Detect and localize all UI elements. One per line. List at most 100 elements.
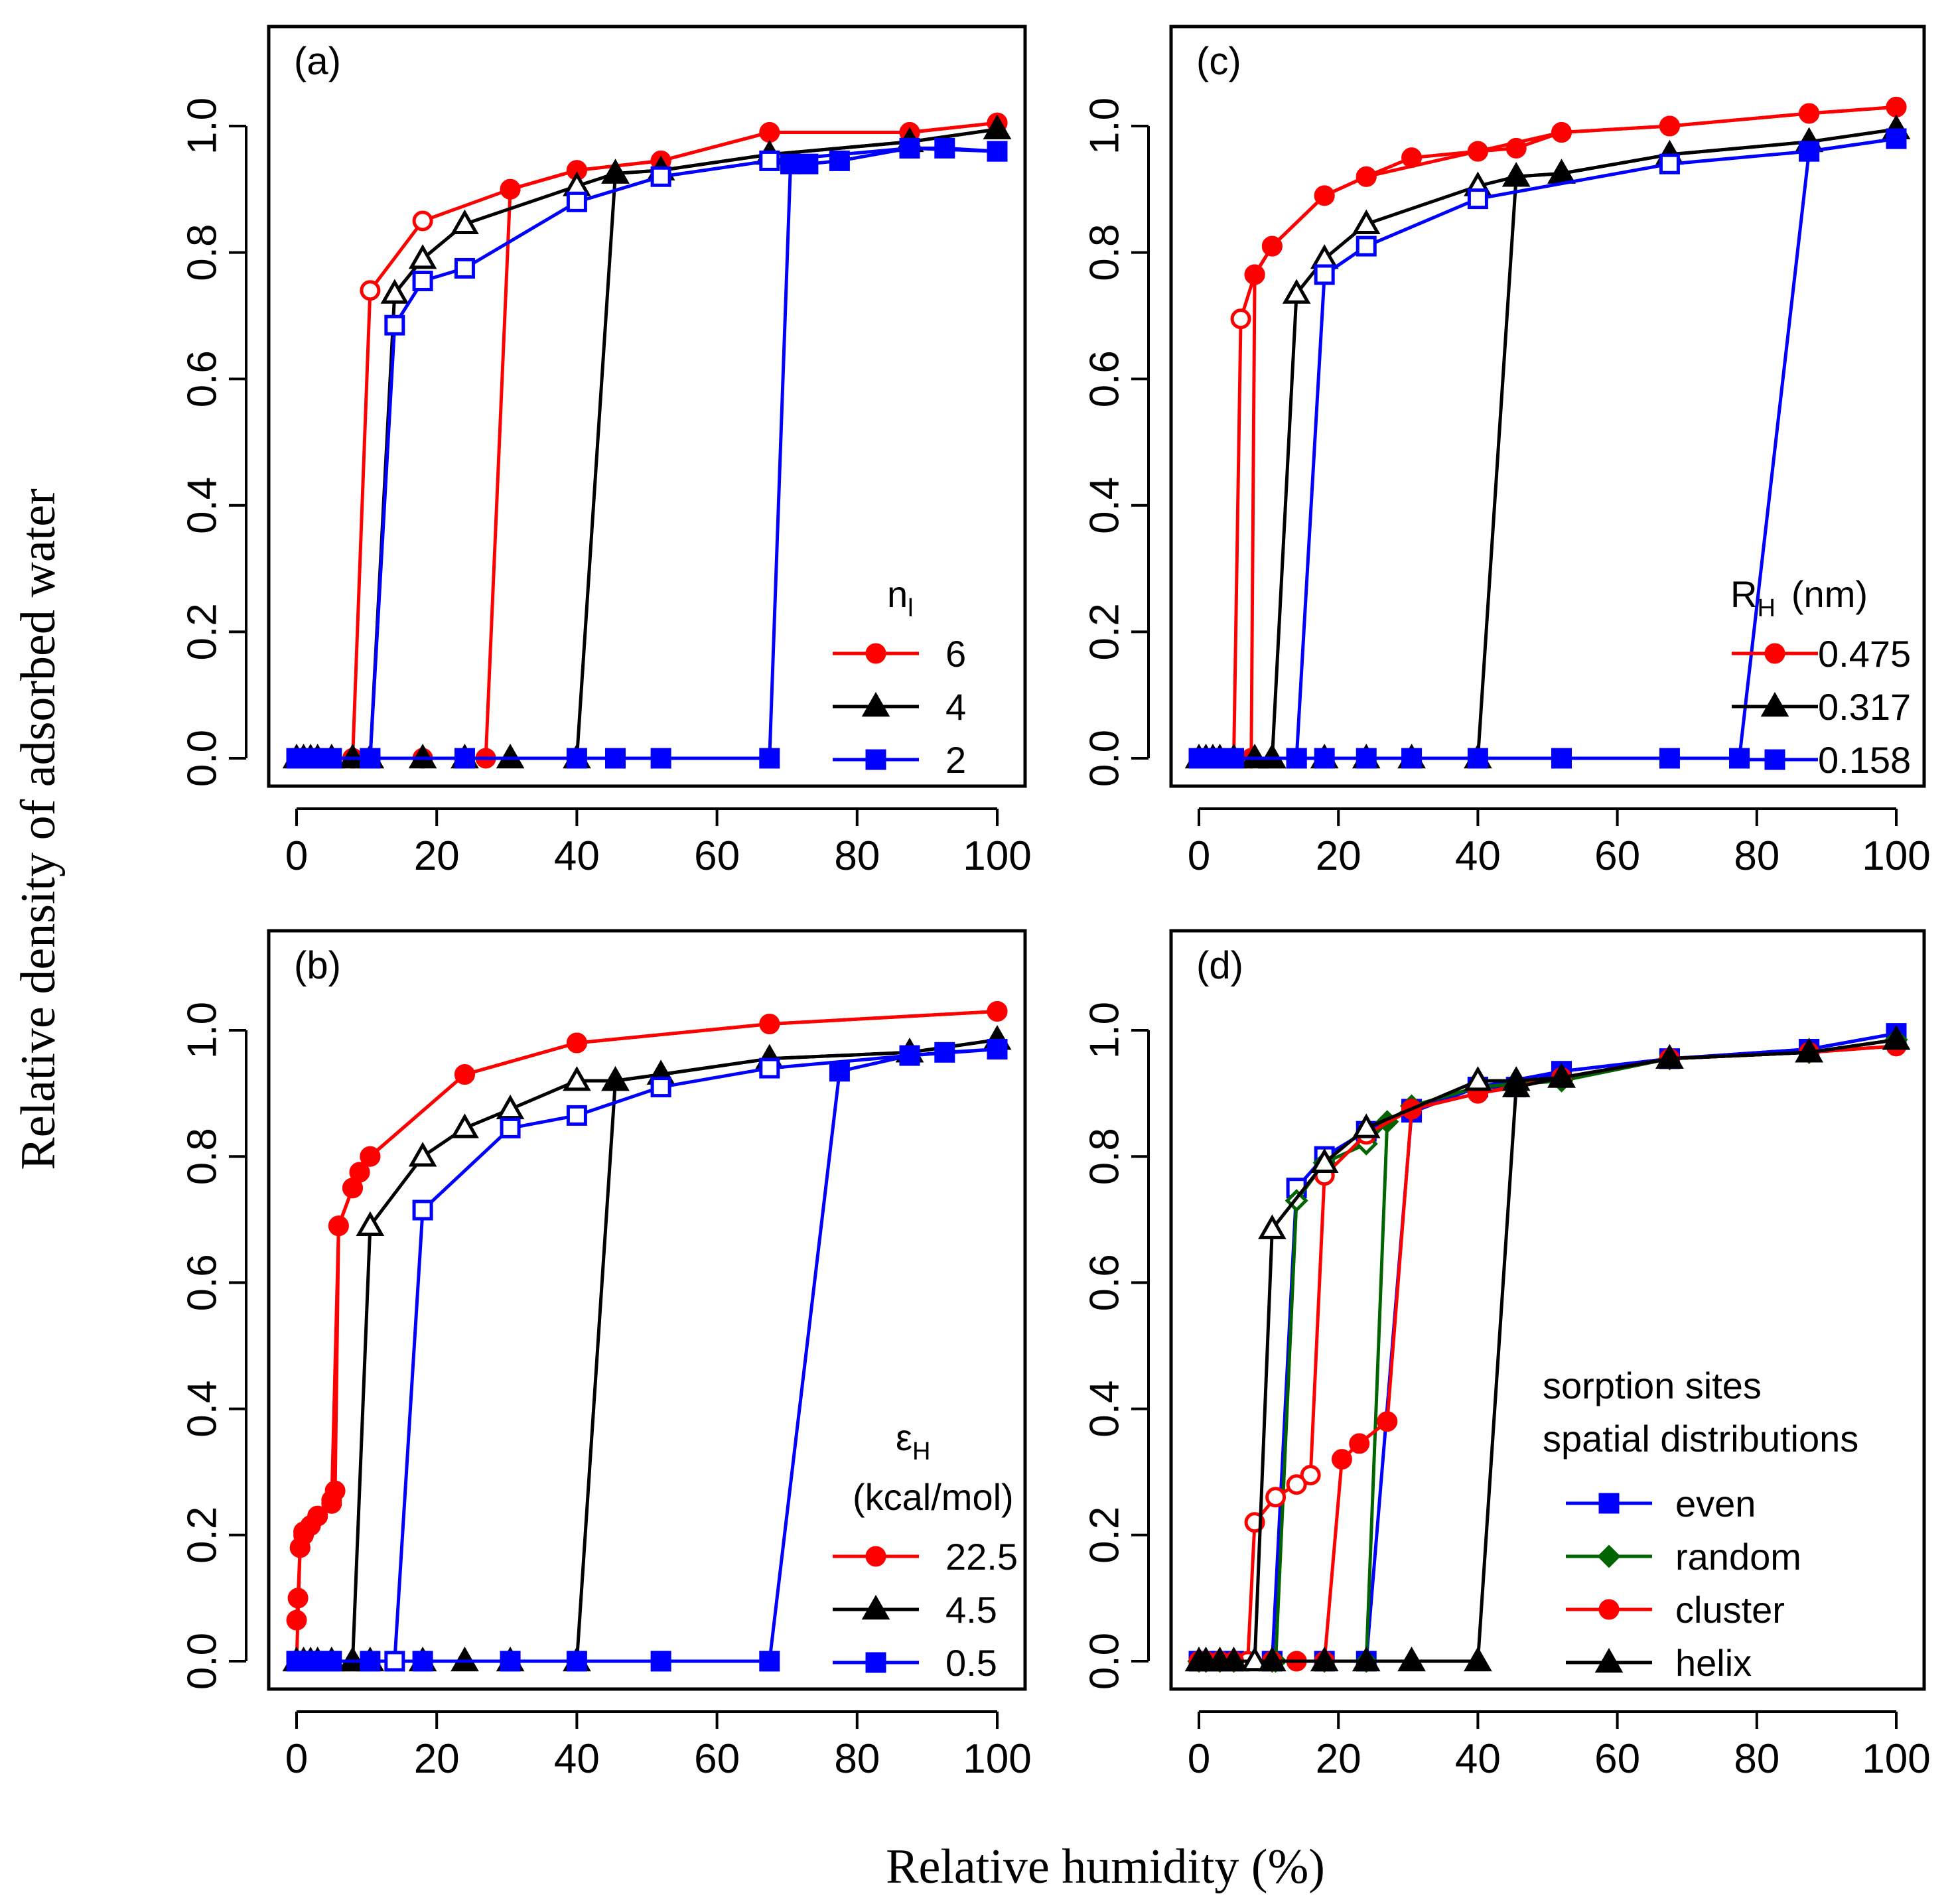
series-22.5 xyxy=(286,1000,1008,1672)
series-line-desorption xyxy=(1270,127,1897,759)
data-point-filled xyxy=(899,137,920,159)
data-point-filled xyxy=(1352,1646,1381,1672)
data-point-open xyxy=(380,279,409,304)
data-point-open xyxy=(650,166,671,187)
x-tick-label: 80 xyxy=(1734,1736,1779,1782)
data-point-filled xyxy=(1356,748,1377,769)
data-point-open xyxy=(356,1211,385,1237)
data-point-filled xyxy=(286,1609,307,1631)
data-point-filled xyxy=(1659,748,1680,769)
y-tick-label: 0.8 xyxy=(179,1128,225,1185)
data-point-filled xyxy=(604,748,626,769)
legend-title-unit: (nm) xyxy=(1791,573,1868,615)
y-tick-label: 1.0 xyxy=(1081,1002,1127,1059)
data-point-open xyxy=(451,209,479,234)
data-point-filled xyxy=(1886,128,1907,149)
data-point-filled xyxy=(798,153,819,174)
data-point-filled xyxy=(1377,1411,1398,1432)
legend-marker xyxy=(861,1594,890,1620)
y-tick-label: 0.0 xyxy=(1081,730,1127,787)
legend-marker xyxy=(1597,1544,1621,1568)
panel-label: (c) xyxy=(1196,40,1241,83)
data-point-filled xyxy=(360,1146,381,1167)
data-point-filled xyxy=(1314,185,1335,206)
data-point-filled xyxy=(983,114,1012,140)
x-tick-label: 20 xyxy=(414,1736,460,1782)
data-point-filled xyxy=(934,1042,955,1063)
legend: nl 6 4 2 xyxy=(833,573,966,781)
legend-marker xyxy=(1598,1599,1620,1620)
series-helix xyxy=(1184,1025,1911,1672)
legend-title-2: spatial distributions xyxy=(1543,1418,1858,1460)
series-line-desorption xyxy=(368,127,998,759)
data-point-open xyxy=(1240,1646,1269,1672)
data-point-filled xyxy=(1659,115,1680,137)
legend-title-sub: l xyxy=(908,594,913,622)
series-0.158 xyxy=(1188,128,1907,769)
series-6 xyxy=(286,112,1008,769)
y-tick-label: 1.0 xyxy=(179,98,225,155)
legend-marker xyxy=(1594,1647,1624,1673)
x-tick-label: 60 xyxy=(694,1736,740,1782)
data-point-open xyxy=(412,270,433,291)
y-tick-label: 0.6 xyxy=(1081,350,1127,407)
panel-label: (a) xyxy=(294,40,341,83)
data-point-filled xyxy=(650,748,671,769)
x-tick-label: 0 xyxy=(285,833,308,879)
data-point-filled xyxy=(987,1039,1008,1060)
legend-label: random xyxy=(1675,1536,1801,1578)
x-tick-label: 100 xyxy=(1862,833,1930,879)
data-point-filled xyxy=(1882,1025,1911,1050)
data-point-open xyxy=(1258,1214,1287,1239)
data-point-filled xyxy=(1501,162,1531,187)
data-point-filled xyxy=(454,748,475,769)
data-point-filled xyxy=(1397,1646,1426,1672)
data-point-filled xyxy=(1314,748,1335,769)
data-point-open xyxy=(1352,1113,1381,1138)
x-tick-label: 0 xyxy=(1188,1736,1210,1782)
legend-label: 0.158 xyxy=(1818,739,1911,781)
y-tick-label: 0.4 xyxy=(179,1380,225,1437)
y-tick-label: 0.8 xyxy=(179,224,225,281)
data-point-open xyxy=(1286,1474,1307,1495)
data-point-filled xyxy=(780,153,801,174)
data-point-filled xyxy=(829,150,850,171)
data-point-filled xyxy=(1286,748,1307,769)
data-point-filled xyxy=(759,748,780,769)
x-tick-label: 20 xyxy=(1316,833,1361,879)
x-tick-label: 100 xyxy=(1862,1736,1930,1782)
data-point-filled xyxy=(934,137,955,159)
series-0.5 xyxy=(286,1039,1008,1672)
data-point-filled xyxy=(287,1588,309,1609)
legend-title-2: (kcal/mol) xyxy=(853,1476,1014,1518)
series-line-desorption xyxy=(351,1038,998,1662)
data-point-filled xyxy=(1795,1038,1823,1063)
legend-label: 2 xyxy=(945,739,966,781)
data-point-open xyxy=(360,280,381,301)
data-point-filled xyxy=(1401,748,1423,769)
legend: sorption sites spatial distributions even r… xyxy=(1543,1365,1858,1684)
y-tick-label: 0.4 xyxy=(1081,477,1127,534)
x-tick-label: 40 xyxy=(554,833,600,879)
data-point-filled xyxy=(1261,236,1283,257)
data-point-filled xyxy=(1258,1646,1287,1672)
data-point-open xyxy=(454,257,475,279)
data-point-filled xyxy=(601,1066,630,1091)
series-line-adsorption xyxy=(297,127,998,760)
series-line-desorption xyxy=(368,146,998,759)
y-tick-label: 0.8 xyxy=(1081,224,1127,281)
data-point-filled xyxy=(1467,748,1488,769)
data-point-filled xyxy=(1356,166,1377,187)
panel-d: (d) 0 20 40 60 80 100 0.0 0.2 0.4 0.6 0.8 1.0 sorptio… xyxy=(1081,929,1931,1782)
legend-title-sub: H xyxy=(1757,594,1775,622)
x-tick-label: 0 xyxy=(1188,833,1210,879)
series-4 xyxy=(282,114,1012,769)
data-point-filled xyxy=(987,1000,1008,1022)
legend: εH (kcal/mol) 22.5 4.5 0.5 xyxy=(833,1416,1018,1684)
data-point-filled xyxy=(360,748,381,769)
y-tick-label: 0.2 xyxy=(179,603,225,660)
data-point-open xyxy=(408,244,437,269)
data-point-filled xyxy=(307,1505,328,1527)
